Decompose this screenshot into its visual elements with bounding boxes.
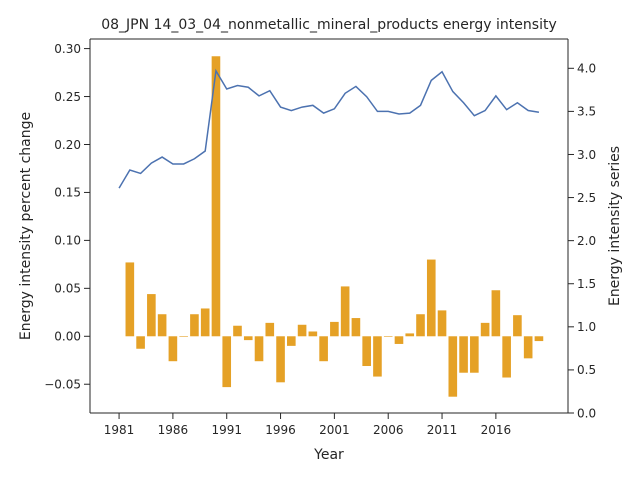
bar-2010 <box>426 259 436 337</box>
y-right-tick-label: 3.0 <box>577 148 596 162</box>
bar-2004 <box>362 336 371 367</box>
bar-2012 <box>448 336 458 397</box>
bar-1983 <box>136 336 145 349</box>
x-tick-label: 2001 <box>319 423 350 437</box>
bar-2017 <box>502 336 511 378</box>
bar-2009 <box>416 314 425 337</box>
y-right-tick-label: 4.0 <box>577 62 596 76</box>
bar-2013 <box>459 336 468 373</box>
x-tick-label: 1981 <box>104 423 135 437</box>
bar-2003 <box>351 318 361 337</box>
x-ticks: 1981 1986 1991 1996 2001 2006 2011 2016 <box>104 413 511 437</box>
bar-2008 <box>405 333 415 337</box>
bar-2015 <box>480 322 490 337</box>
y-right-tick-label: 1.0 <box>577 320 596 334</box>
bar-1986 <box>168 336 178 362</box>
x-axis-label: Year <box>313 447 344 463</box>
x-tick-label: 2006 <box>373 423 404 437</box>
bar-1997 <box>287 336 296 346</box>
bar-2000 <box>319 336 328 362</box>
y-left-tick-label: 0.20 <box>54 138 81 152</box>
x-tick-label: 1986 <box>158 423 189 437</box>
x-tick-label: 1991 <box>211 423 242 437</box>
x-tick-label: 2011 <box>427 423 458 437</box>
bar-2005 <box>373 336 382 377</box>
y-left-tick-label: −0.05 <box>44 378 81 392</box>
bar-1994 <box>254 336 264 362</box>
bar-1996 <box>276 336 285 383</box>
x-tick-label: 2016 <box>481 423 512 437</box>
y-right-tick-label: 1.5 <box>577 277 596 291</box>
bar-2001 <box>330 321 339 337</box>
bar-1987 <box>179 336 188 337</box>
bar-2002 <box>340 286 350 337</box>
bar-2006 <box>383 336 393 337</box>
y-left-tick-label: 0.00 <box>54 330 81 344</box>
bar-1998 <box>297 324 307 337</box>
y-left-tick-label: 0.05 <box>54 282 81 296</box>
bar-2007 <box>394 336 404 344</box>
percent-change-bars <box>125 56 544 397</box>
energy-intensity-series-line <box>118 68 540 189</box>
bar-1999 <box>308 331 318 337</box>
bar-1984 <box>147 294 156 337</box>
y-right-tick-label: 3.5 <box>577 105 596 119</box>
y-right-ticks: 0.0 0.5 1.0 1.5 2.0 2.5 3.0 3.5 4.0 <box>568 62 596 420</box>
y-right-tick-label: 2.5 <box>577 191 596 205</box>
y-left-axis-label: Energy intensity percent change <box>18 112 34 340</box>
bar-1990 <box>211 56 221 337</box>
bar-1988 <box>190 314 199 337</box>
y-left-tick-label: 0.10 <box>54 234 81 248</box>
y-left-tick-label: 0.25 <box>54 90 81 104</box>
y-right-tick-label: 0.5 <box>577 363 596 377</box>
bar-2018 <box>513 315 522 337</box>
y-right-tick-label: 0.0 <box>577 406 596 420</box>
y-left-ticks: −0.05 0.00 0.05 0.10 0.15 0.20 0.25 0.30 <box>44 42 90 392</box>
axes <box>89 38 569 414</box>
y-left-tick-label: 0.15 <box>54 186 81 200</box>
y-left-tick-label: 0.30 <box>54 42 81 56</box>
bar-2016 <box>491 290 501 337</box>
bar-2011 <box>437 310 447 337</box>
bar-1995 <box>265 322 275 337</box>
y-right-axis-label: Energy intensity series <box>607 146 623 306</box>
bar-2020 <box>534 336 544 342</box>
bar-1985 <box>157 314 167 337</box>
bar-2019 <box>523 336 533 359</box>
bar-1992 <box>233 325 242 337</box>
y-right-tick-label: 2.0 <box>577 234 596 248</box>
bar-2014 <box>470 336 479 373</box>
bar-1989 <box>200 308 210 337</box>
bar-1993 <box>243 336 253 341</box>
bar-1991 <box>222 336 232 388</box>
x-tick-label: 1996 <box>265 423 296 437</box>
chart-title: 08_JPN 14_03_04_nonmetallic_mineral_prod… <box>101 17 557 33</box>
bar-1982 <box>125 262 135 337</box>
